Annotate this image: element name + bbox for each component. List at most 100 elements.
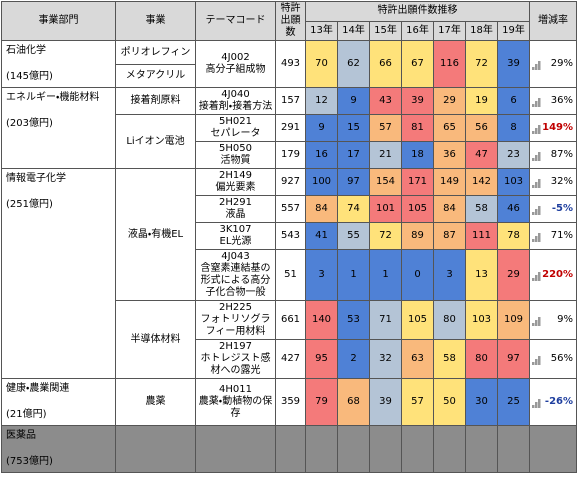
table-row: 半導体材料 2H225 フォトリソグラフィー用材料 661 140 53 71 105 80 10…: [2, 300, 577, 379]
trend-cell: 80: [465, 339, 498, 379]
trend-cell: 36: [433, 141, 466, 169]
header-cell: 特許出願数: [275, 1, 306, 41]
business-cell: Liイオン電池: [115, 114, 196, 169]
rate-value: 87%: [550, 149, 574, 160]
trend-cell: 57: [401, 378, 434, 426]
trend-cell: 25: [496, 378, 531, 426]
theme-code: 2H225: [219, 302, 252, 313]
rate-value: 220%: [542, 269, 574, 280]
header-row: 事業部門 事業 テーマコード 特許出願数 特許出願件数推移 増減率: [1, 1, 577, 41]
theme-title: ホトレジスト感材への露光: [200, 353, 271, 376]
theme-cell: 2H291 液晶: [195, 195, 276, 223]
business-name: Liイオン電池: [126, 135, 185, 147]
patent-count: 179: [275, 141, 306, 169]
division-cell: 健康・農業関連 (21億円): [1, 378, 116, 426]
rate-value: 36%: [550, 95, 574, 106]
rate-cell: 9%: [529, 300, 577, 340]
theme-title: 含窒素連結基の形式による高分子化合物一般: [200, 263, 271, 298]
header-cell: 事業: [115, 1, 196, 41]
trend-cell: 78: [496, 222, 531, 250]
empty-cell: [369, 425, 402, 473]
header-cell: 特許出願件数推移: [304, 1, 531, 22]
trend-cell: 13: [465, 249, 498, 301]
trend-cell: 101: [369, 195, 402, 223]
theme-code: 5H050: [219, 143, 252, 154]
rate-value: -5%: [551, 203, 574, 214]
trend-cell: 111: [465, 222, 498, 250]
empty-cell: [401, 425, 434, 473]
rate-cell: 71%: [529, 222, 577, 250]
year-header: 19年: [496, 20, 531, 41]
trend-cell: 32: [369, 339, 402, 379]
header-cell: 増減率: [529, 1, 577, 41]
business-cell: ポリオレフィン メタアクリル: [115, 40, 196, 88]
trend-cell: 3: [433, 249, 466, 301]
table-row: 石油化学 (145億円) ポリオレフィン メタアクリル 4J002 高分子組成物 493 70…: [1, 40, 577, 88]
patent-count: 359: [275, 378, 306, 426]
trend-cell: 58: [433, 339, 466, 379]
trend-cell: 68: [337, 378, 370, 426]
theme-code: 2H291: [219, 197, 252, 208]
trend-cell: 50: [433, 378, 466, 426]
division-cell: 情報電子化学 (251億円): [1, 168, 116, 379]
trend-cell: 105: [401, 195, 434, 223]
trend-cell: 63: [401, 339, 434, 379]
business-name: 液晶・有機EL: [127, 228, 184, 240]
theme-title: セパレータ: [210, 128, 261, 139]
patent-count: 157: [275, 87, 306, 115]
rate-cell: 29%: [529, 40, 577, 88]
trend-cell: 39: [369, 378, 402, 426]
empty-cell: [275, 425, 306, 473]
trend-cell: 97: [496, 339, 531, 379]
patent-table: 事業部門 事業 テーマコード 特許出願数 特許出願件数推移 増減率 13年 14年…: [1, 1, 577, 473]
trend-cell: 97: [337, 168, 370, 196]
empty-cell: [529, 425, 577, 473]
rate-value: 32%: [550, 176, 574, 187]
rate-icon: [532, 356, 541, 365]
trend-cell: 47: [465, 141, 498, 169]
theme-code: 3K107: [219, 224, 252, 235]
theme-title: EL光源: [219, 236, 252, 247]
theme-cell: 2H197 ホトレジスト感材への露光: [195, 339, 276, 379]
trend-cell: 41: [305, 222, 338, 250]
trend-cell: 39: [496, 40, 531, 88]
trend-cell: 87: [433, 222, 466, 250]
theme-cell: 5H050 活物質: [195, 141, 276, 169]
trend-cell: 100: [305, 168, 338, 196]
trend-cell: 29: [433, 87, 466, 115]
trend-cell: 6: [496, 87, 531, 115]
table-row: 情報電子化学 (251億円) 液晶・有機EL 2H149 偏光要素 927 100 97 154…: [1, 168, 577, 379]
rate-icon: [532, 61, 541, 70]
division-sales: (145億円): [6, 71, 53, 82]
empty-cell: [195, 425, 276, 473]
patent-count: 927: [275, 168, 306, 196]
trend-cell: 46: [496, 195, 531, 223]
theme-title: 液晶: [225, 209, 246, 220]
patent-count: 427: [275, 339, 306, 379]
trend-cell: 71: [369, 300, 402, 340]
trend-cell: 72: [369, 222, 402, 250]
trend-cell: 58: [465, 195, 498, 223]
trend-cell: 21: [369, 141, 402, 169]
trend-cell: 43: [369, 87, 402, 115]
trend-cell: 56: [465, 114, 498, 142]
theme-code: 4J040: [221, 89, 250, 100]
rate-icon: [532, 98, 541, 107]
trend-cell: 16: [305, 141, 338, 169]
empty-cell: [305, 425, 338, 473]
theme-title: 偏光要素: [215, 182, 256, 193]
trend-cell: 2: [337, 339, 370, 379]
year-header: 15年: [369, 20, 402, 41]
rate-icon: [532, 152, 541, 161]
trend-cell: 89: [401, 222, 434, 250]
year-header: 16年: [401, 20, 434, 41]
year-header: 14年: [337, 20, 370, 41]
empty-cell: [337, 425, 370, 473]
trend-cell: 1: [369, 249, 402, 301]
division-cell: 石油化学 (145億円): [1, 40, 116, 88]
rate-icon: [532, 272, 541, 281]
empty-cell: [465, 425, 498, 473]
trend-cell: 8: [496, 114, 531, 142]
trend-cell: 103: [496, 168, 531, 196]
trend-cell: 18: [401, 141, 434, 169]
